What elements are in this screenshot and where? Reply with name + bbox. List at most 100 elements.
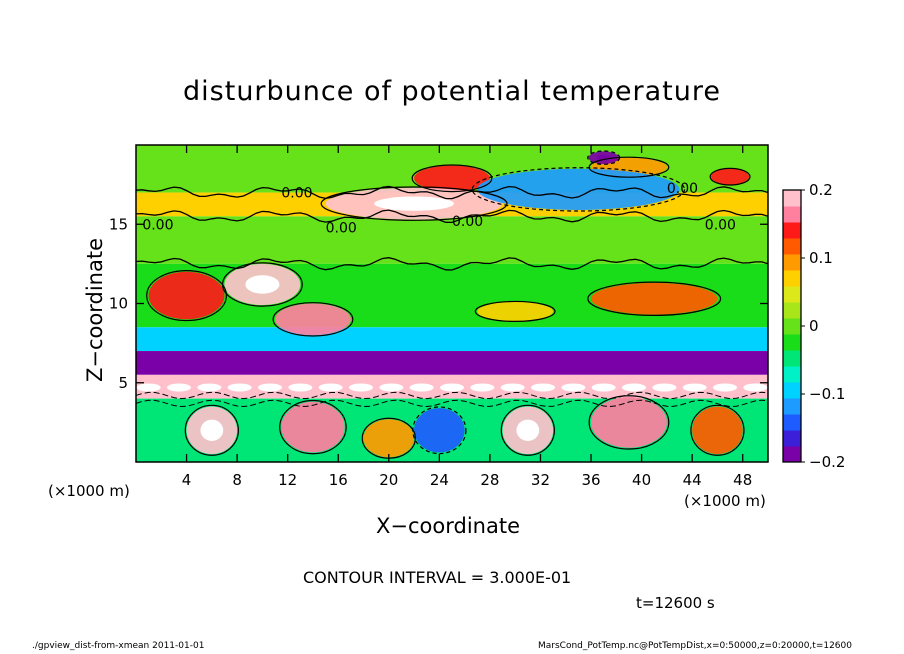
- heatmap-spot: [136, 383, 161, 392]
- time-label: t=12600 s: [636, 594, 715, 612]
- heatmap-spot: [348, 383, 373, 392]
- heatmap-band: [136, 216, 768, 264]
- heatmap-band: [136, 351, 768, 375]
- heatmap-blob: [692, 406, 743, 455]
- colorbar-tick-label: 0.1: [809, 249, 833, 267]
- colorbar-swatch: [783, 334, 801, 351]
- negative-contour: [136, 391, 768, 400]
- contour-label: 0.00: [326, 220, 357, 236]
- contour-line: [588, 395, 670, 450]
- x-axis-unit-right: (×1000 m): [684, 492, 766, 510]
- heatmap-spot: [470, 383, 495, 392]
- colorbar-swatch: [783, 446, 801, 463]
- contour-line: [272, 302, 354, 337]
- heatmap-blob: [477, 301, 554, 321]
- heatmap-field: 0.00 0.00 0.00 0.00 0.00 0.00: [136, 145, 768, 462]
- contour-line: [587, 150, 621, 165]
- contour-line: [411, 164, 493, 193]
- contour-line: [588, 156, 670, 178]
- colorbar-swatch: [783, 318, 801, 335]
- colorbar-tick-label: 0.2: [809, 181, 833, 199]
- colorbar-swatch: [783, 286, 801, 303]
- x-tick-label: 16: [329, 471, 348, 489]
- contour-label: 0.00: [452, 214, 483, 230]
- colorbar-swatch: [783, 398, 801, 415]
- x-tick-label: 4: [182, 471, 192, 489]
- heatmap-spot: [591, 383, 616, 392]
- contour-line: [184, 404, 239, 456]
- x-tick-label: 48: [733, 471, 752, 489]
- heatmap-spot: [257, 383, 282, 392]
- colorbar-swatch: [783, 350, 801, 367]
- contour-line: [474, 300, 556, 323]
- colorbar-swatch: [783, 222, 801, 239]
- colorbar-swatch: [783, 382, 801, 399]
- contour-line: [279, 399, 347, 455]
- x-tick-label: 28: [480, 471, 499, 489]
- heatmap-spot: [561, 383, 586, 392]
- heatmap-band: [136, 327, 768, 352]
- heatmap-spot: [166, 383, 191, 392]
- colorbar-swatch: [783, 254, 801, 271]
- heatmap-spot: [622, 383, 647, 392]
- x-tick-label: 20: [379, 471, 398, 489]
- colorbar-swatch: [783, 206, 801, 223]
- x-axis-label: X−coordinate: [376, 514, 520, 538]
- colorbar-tick-label: −0.2: [809, 453, 845, 471]
- heatmap-blob: [363, 419, 415, 458]
- footer-dataset-label: MarsCond_PotTemp.nc@PotTempDist,x=0:5000…: [538, 641, 852, 651]
- y-tick-label: 15: [109, 215, 128, 233]
- contour-line: [690, 404, 745, 456]
- contour-line: [709, 167, 751, 186]
- heatmap-blob-core: [516, 419, 540, 441]
- heatmap-blob-core: [200, 419, 224, 441]
- x-tick-label: 36: [581, 471, 600, 489]
- heatmap-spot: [318, 383, 343, 392]
- contour-label: 0.00: [705, 217, 736, 233]
- heatmap-blob: [477, 168, 680, 210]
- chart-title: disturbunce of potential temperature: [183, 76, 721, 107]
- heatmap-spot: [652, 383, 677, 392]
- zero-contour: [136, 185, 768, 200]
- heatmap-blob: [275, 303, 351, 336]
- heatmap-blob: [591, 282, 718, 315]
- contour-line: [471, 167, 686, 212]
- y-tick-label: 5: [118, 374, 128, 392]
- x-tick-label: 8: [232, 471, 242, 489]
- x-axis-unit-left: (×1000 m): [48, 482, 130, 500]
- colorbar-swatch: [783, 414, 801, 431]
- heatmap-spot: [531, 383, 556, 392]
- heatmap-spot: [197, 383, 222, 392]
- colorbar-tick-label: −0.1: [809, 385, 845, 403]
- heatmap-spot: [500, 383, 525, 392]
- colorbar-swatch: [783, 366, 801, 383]
- heatmap-spot: [288, 383, 313, 392]
- heatmap-spot: [227, 383, 252, 392]
- heatmap-blob: [711, 168, 750, 185]
- x-tick-label: 12: [278, 471, 297, 489]
- contour-label: 0.00: [142, 217, 173, 233]
- heatmap-blob: [591, 397, 667, 448]
- contour-interval-label: CONTOUR INTERVAL = 3.000E-01: [303, 568, 572, 587]
- x-tick-label: 32: [531, 471, 550, 489]
- colorbar-swatch: [783, 270, 801, 287]
- x-tick-label: 40: [632, 471, 651, 489]
- contour-label: 0.00: [667, 181, 698, 197]
- x-tick-label: 24: [430, 471, 449, 489]
- heatmap-blob: [281, 401, 345, 453]
- colorbar-swatch: [783, 430, 801, 447]
- x-tick-label: 44: [683, 471, 702, 489]
- heatmap-blob: [414, 408, 465, 453]
- contour-line: [500, 404, 555, 456]
- heatmap-spot: [379, 383, 404, 392]
- contour-line: [320, 186, 508, 221]
- heatmap-spot: [409, 383, 434, 392]
- heatmap-blob-core: [374, 196, 454, 211]
- heatmap-blob: [148, 271, 225, 320]
- footer-script-label: ./gpview_dist-from-xmean 2011-01-01: [32, 641, 205, 651]
- colorbar-tick-label: 0: [809, 317, 819, 335]
- negative-contour: [136, 399, 768, 408]
- contour-label: 0.00: [281, 186, 312, 202]
- colorbar-swatch: [783, 238, 801, 255]
